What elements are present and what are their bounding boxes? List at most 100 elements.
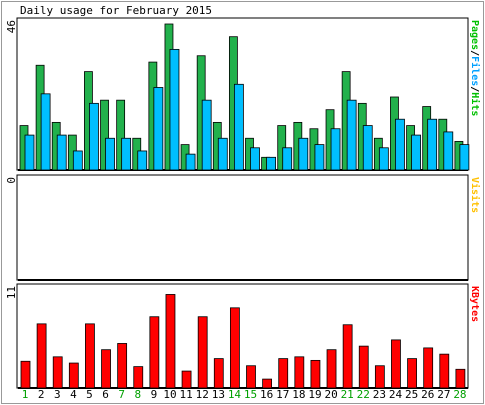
bar-kbytes-day-17 bbox=[278, 358, 289, 389]
side-label-part-hits-0: Pages bbox=[469, 20, 480, 50]
day-label-8: 8 bbox=[134, 388, 141, 401]
bar-kbytes-day-10 bbox=[165, 294, 176, 389]
side-label-hits: Pages/Files/Hits bbox=[469, 20, 481, 116]
bar-kbytes-day-18 bbox=[294, 356, 305, 389]
ymax-label-visits: 0 bbox=[5, 177, 18, 184]
bar-kbytes-day-20 bbox=[326, 349, 337, 389]
bar-files-day-13 bbox=[217, 137, 228, 171]
panel-visits: 0 Visits bbox=[5, 174, 481, 281]
day-label-26: 26 bbox=[421, 388, 434, 401]
bar-kbytes-day-26 bbox=[423, 347, 434, 389]
bar-kbytes-day-15 bbox=[246, 365, 256, 389]
bar-files-day-28 bbox=[459, 144, 470, 171]
bar-hits-day-6 bbox=[100, 99, 109, 171]
bar-files-day-5 bbox=[89, 102, 99, 171]
bar-kbytes-day-14 bbox=[229, 307, 240, 389]
day-label-25: 25 bbox=[405, 388, 418, 401]
ymax-label-kbytes: 11 bbox=[5, 286, 18, 299]
bar-files-day-9 bbox=[153, 87, 164, 171]
day-label-16: 16 bbox=[260, 388, 273, 401]
bar-files-day-3 bbox=[56, 134, 67, 171]
bar-kbytes-day-5 bbox=[85, 323, 95, 389]
side-label-visits: Visits bbox=[469, 177, 481, 213]
bar-files-day-27 bbox=[443, 131, 454, 171]
day-label-13: 13 bbox=[212, 388, 225, 401]
bar-kbytes-day-9 bbox=[149, 316, 160, 389]
bar-files-day-24 bbox=[395, 118, 405, 171]
bar-kbytes-day-7 bbox=[117, 343, 128, 389]
side-label-part-hits-3: / bbox=[469, 86, 480, 92]
bar-kbytes-day-12 bbox=[197, 316, 208, 389]
bar-kbytes-day-23 bbox=[374, 365, 385, 389]
bar-files-day-22 bbox=[362, 125, 373, 171]
bar-kbytes-day-25 bbox=[407, 358, 417, 389]
bar-files-day-20 bbox=[330, 128, 341, 171]
day-label-19: 19 bbox=[308, 388, 321, 401]
bar-files-day-2 bbox=[40, 93, 51, 171]
day-label-18: 18 bbox=[292, 388, 305, 401]
day-label-14: 14 bbox=[228, 388, 242, 401]
bar-files-day-23 bbox=[378, 147, 389, 171]
side-label-part-hits-4: Hits bbox=[469, 92, 481, 116]
side-label-kbytes: KBytes bbox=[469, 286, 480, 322]
side-label-part-kbytes-0: KBytes bbox=[469, 286, 480, 322]
day-label-10: 10 bbox=[163, 388, 176, 401]
bar-kbytes-day-28 bbox=[455, 368, 466, 389]
bar-files-day-19 bbox=[314, 144, 325, 171]
bar-kbytes-day-24 bbox=[391, 339, 401, 389]
day-label-3: 3 bbox=[54, 388, 61, 401]
bar-kbytes-day-1 bbox=[20, 360, 31, 389]
panel-kbytes: 11 KBytes bbox=[5, 283, 480, 389]
panel-hits: 46 Pages/Files/Hits bbox=[5, 17, 481, 171]
bar-kbytes-day-6 bbox=[101, 349, 111, 389]
day-label-2: 2 bbox=[38, 388, 45, 401]
bar-files-day-11 bbox=[185, 153, 196, 171]
bar-kbytes-day-16 bbox=[262, 378, 273, 389]
side-label-part-visits-0: Visits bbox=[469, 177, 481, 213]
bar-files-day-18 bbox=[298, 137, 309, 171]
day-label-21: 21 bbox=[341, 388, 354, 401]
day-label-6: 6 bbox=[102, 388, 109, 401]
side-label-part-hits-2: Files bbox=[469, 56, 481, 86]
day-label-9: 9 bbox=[151, 388, 158, 401]
day-label-4: 4 bbox=[70, 388, 77, 401]
bar-files-day-26 bbox=[427, 118, 438, 171]
bar-kbytes-day-19 bbox=[310, 359, 321, 389]
day-label-12: 12 bbox=[196, 388, 209, 401]
bar-hits-day-7 bbox=[116, 99, 126, 171]
day-label-11: 11 bbox=[180, 388, 193, 401]
bar-files-day-7 bbox=[121, 137, 132, 171]
bar-files-day-17 bbox=[282, 147, 293, 171]
bar-kbytes-day-27 bbox=[439, 353, 450, 389]
bar-files-day-16 bbox=[266, 156, 277, 171]
bar-files-day-15 bbox=[250, 147, 260, 171]
bar-kbytes-day-21 bbox=[342, 324, 353, 389]
bar-kbytes-day-8 bbox=[133, 366, 144, 389]
day-label-22: 22 bbox=[357, 388, 370, 401]
day-label-20: 20 bbox=[324, 388, 337, 401]
day-label-15: 15 bbox=[244, 388, 257, 401]
bar-kbytes-day-4 bbox=[68, 362, 79, 389]
panel-frame-visits bbox=[16, 174, 469, 281]
ymax-label-hits: 46 bbox=[5, 20, 18, 33]
bar-files-day-1 bbox=[24, 134, 35, 171]
bar-files-day-25 bbox=[411, 134, 421, 171]
day-label-28: 28 bbox=[453, 388, 466, 401]
bar-kbytes-day-3 bbox=[52, 356, 63, 389]
bar-kbytes-day-22 bbox=[358, 345, 369, 389]
day-label-27: 27 bbox=[437, 388, 450, 401]
day-label-23: 23 bbox=[373, 388, 386, 401]
day-label-7: 7 bbox=[118, 388, 125, 401]
bar-files-day-12 bbox=[201, 99, 212, 171]
day-label-17: 17 bbox=[276, 388, 289, 401]
bar-kbytes-day-11 bbox=[181, 370, 192, 389]
bar-kbytes-day-2 bbox=[36, 323, 47, 389]
day-label-1: 1 bbox=[22, 388, 29, 401]
bar-files-day-21 bbox=[346, 99, 357, 171]
bar-files-day-10 bbox=[169, 48, 180, 171]
bar-files-day-4 bbox=[72, 150, 83, 171]
bar-files-day-14 bbox=[233, 83, 244, 171]
